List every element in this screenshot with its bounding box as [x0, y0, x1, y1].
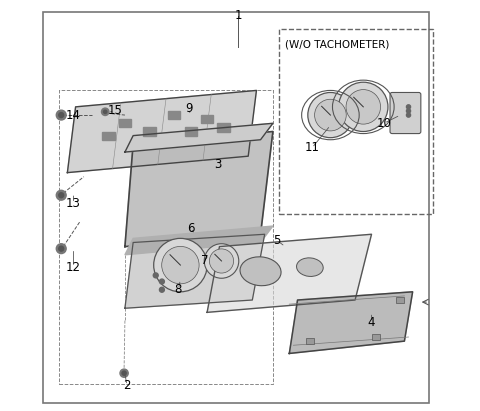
- Text: 5: 5: [273, 234, 281, 247]
- Circle shape: [56, 190, 66, 200]
- Ellipse shape: [297, 258, 323, 277]
- Text: (W/O TACHOMETER): (W/O TACHOMETER): [285, 39, 390, 49]
- Bar: [217, 123, 230, 132]
- Text: 11: 11: [304, 141, 319, 155]
- Polygon shape: [125, 234, 264, 308]
- Circle shape: [162, 247, 199, 284]
- Bar: [119, 119, 131, 127]
- Text: 15: 15: [107, 104, 122, 118]
- Text: 10: 10: [376, 117, 391, 130]
- Bar: [144, 127, 156, 136]
- Polygon shape: [289, 292, 413, 353]
- Bar: [184, 127, 197, 136]
- Text: 3: 3: [214, 158, 221, 171]
- Circle shape: [56, 244, 66, 254]
- Polygon shape: [125, 132, 273, 247]
- Text: 4: 4: [368, 316, 375, 329]
- Circle shape: [407, 113, 410, 117]
- Circle shape: [59, 246, 64, 251]
- Circle shape: [159, 279, 164, 284]
- Bar: [168, 111, 180, 119]
- Polygon shape: [207, 234, 372, 312]
- Circle shape: [104, 110, 107, 113]
- Polygon shape: [125, 226, 273, 255]
- Bar: [372, 334, 380, 340]
- Circle shape: [154, 238, 207, 292]
- Circle shape: [159, 287, 164, 292]
- Circle shape: [346, 90, 381, 124]
- Text: 12: 12: [66, 261, 81, 274]
- Text: 7: 7: [201, 254, 209, 268]
- Text: 14: 14: [66, 109, 81, 122]
- FancyBboxPatch shape: [390, 92, 421, 134]
- Circle shape: [120, 369, 128, 377]
- Polygon shape: [125, 123, 273, 152]
- Circle shape: [56, 110, 66, 120]
- Bar: [102, 132, 115, 140]
- Circle shape: [407, 105, 410, 109]
- Circle shape: [339, 82, 388, 132]
- Text: 1: 1: [234, 9, 242, 22]
- Text: 13: 13: [66, 197, 81, 210]
- Circle shape: [59, 193, 64, 198]
- Text: 8: 8: [175, 283, 182, 296]
- Text: 2: 2: [123, 379, 131, 392]
- Circle shape: [204, 244, 239, 278]
- Bar: [306, 338, 314, 344]
- Bar: [279, 29, 433, 214]
- Polygon shape: [67, 90, 256, 173]
- Text: 6: 6: [187, 222, 194, 235]
- Circle shape: [407, 109, 410, 113]
- Circle shape: [153, 273, 158, 278]
- Circle shape: [122, 371, 126, 375]
- Circle shape: [308, 92, 353, 138]
- Circle shape: [59, 113, 64, 118]
- Circle shape: [209, 249, 234, 273]
- Bar: [396, 297, 405, 303]
- Circle shape: [101, 108, 109, 115]
- Text: 9: 9: [185, 102, 192, 115]
- Bar: [201, 115, 213, 123]
- Circle shape: [314, 99, 346, 131]
- Ellipse shape: [240, 257, 281, 286]
